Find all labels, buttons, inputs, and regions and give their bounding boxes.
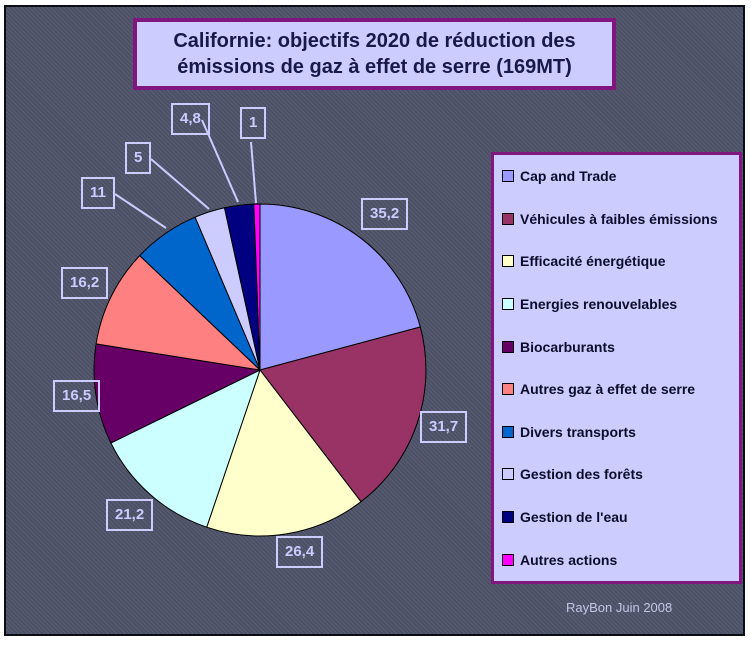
legend-item-label: Gestion de l'eau	[520, 509, 628, 526]
legend: Cap and Trade Véhicules à faibles émissi…	[491, 152, 742, 584]
pie-value-label-gestion-forets: 5	[125, 142, 152, 174]
legend-swatch	[502, 255, 514, 268]
legend-item-divers-transports: Divers transports	[502, 411, 733, 454]
pie-value-label-autres-actions: 1	[240, 107, 267, 139]
pie-value-label-cap-and-trade: 35,2	[361, 198, 409, 230]
legend-swatch	[502, 511, 514, 524]
legend-swatch	[502, 425, 514, 438]
chart-title-line2: émissions de gaz à effet de serre (169MT…	[177, 56, 572, 78]
legend-swatch	[502, 468, 514, 481]
legend-item-autres-actions: Autres actions	[502, 538, 733, 581]
legend-item-label: Efficacité énergétique	[520, 253, 666, 270]
legend-item-label: Cap and Trade	[520, 168, 617, 185]
legend-item-label: Divers transports	[520, 423, 636, 440]
legend-swatch	[502, 383, 514, 396]
legend-swatch	[502, 170, 514, 183]
legend-item-cap-and-trade: Cap and Trade	[502, 155, 733, 198]
chart-title-line1: Californie: objectifs 2020 de réduction …	[173, 30, 576, 52]
legend-item-label: Autres gaz à effet de serre	[520, 381, 696, 398]
legend-swatch	[502, 553, 514, 566]
pie-value-label-divers-transports: 11	[81, 177, 115, 209]
legend-item-autres-gaz: Autres gaz à effet de serre	[502, 368, 733, 411]
legend-item-efficacite: Efficacité énergétique	[502, 240, 733, 283]
chart-title: Californie: objectifs 2020 de réduction …	[133, 18, 616, 90]
pie-value-label-vehicules: 31,7	[420, 411, 468, 443]
legend-item-label: Energies renouvelables	[520, 296, 678, 313]
legend-item-biocarburants: Biocarburants	[502, 325, 733, 368]
legend-item-label: Biocarburants	[520, 338, 615, 355]
pie-value-label-biocarburants: 16,5	[53, 380, 101, 412]
legend-item-label: Autres actions	[520, 551, 618, 568]
legend-item-label: Gestion des forêts	[520, 466, 643, 483]
legend-item-gestion-forets: Gestion des forêts	[502, 453, 733, 496]
legend-swatch	[502, 298, 514, 311]
legend-swatch	[502, 212, 514, 225]
legend-item-label: Véhicules à faibles émissions	[520, 210, 718, 227]
pie-value-label-efficacite: 26,4	[276, 536, 324, 568]
legend-swatch	[502, 340, 514, 353]
author-credit: RayBon Juin 2008	[566, 600, 673, 615]
legend-item-energies-renouvelables: Energies renouvelables	[502, 283, 733, 326]
pie-value-label-autres-gaz: 16,2	[61, 267, 109, 299]
pie-value-label-energies-renouvelables: 21,2	[106, 499, 154, 531]
legend-item-vehicules: Véhicules à faibles émissions	[502, 198, 733, 241]
legend-item-gestion-eau: Gestion de l'eau	[502, 496, 733, 539]
pie-value-label-gestion-eau: 4,8	[171, 103, 210, 135]
